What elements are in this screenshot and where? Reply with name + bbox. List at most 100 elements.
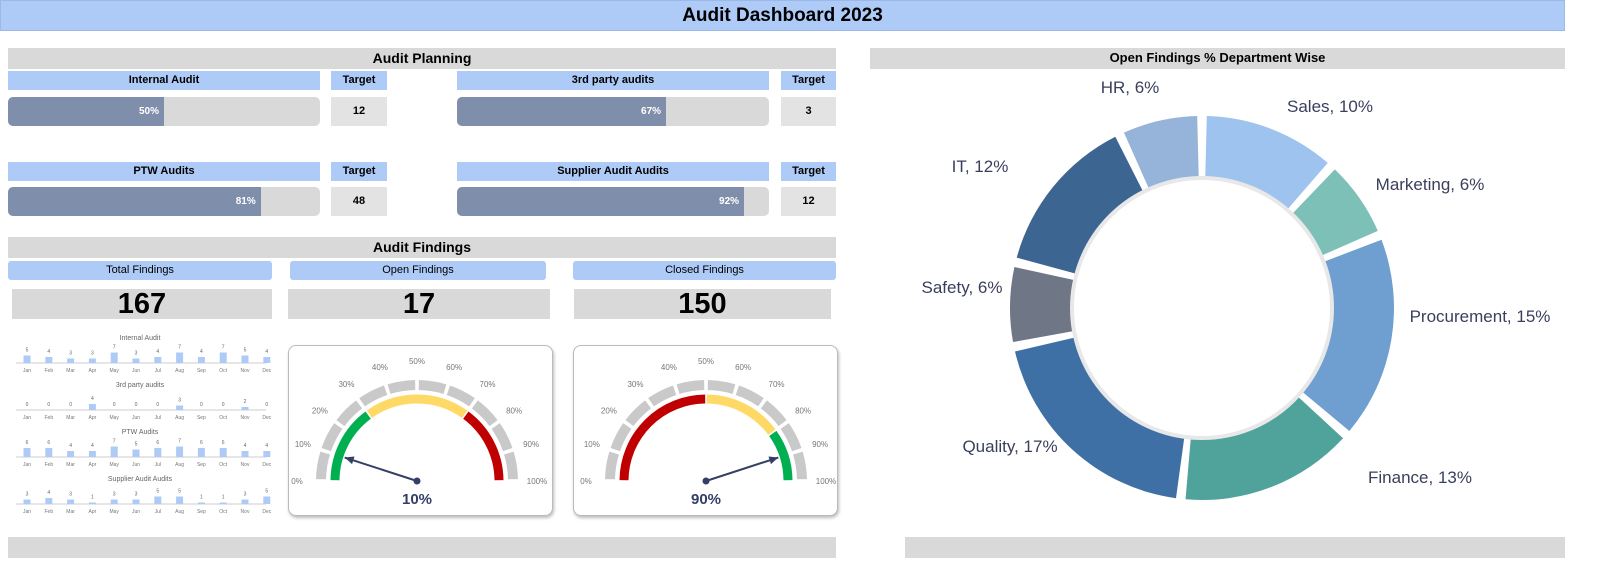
mini-bar-label: 0 (265, 402, 268, 408)
mini-bar-label: 1 (222, 495, 225, 501)
mini-bar-label: 4 (156, 349, 159, 355)
mini-chart-title: Supplier Audit Audits (108, 476, 173, 483)
mini-bar-label: 3 (178, 398, 181, 404)
gauge-band (769, 430, 793, 481)
mini-bar-label: 4 (265, 443, 268, 449)
mini-month-label: May (109, 415, 119, 421)
gauge-tick-label: 30% (338, 380, 354, 389)
gauge-band (706, 394, 776, 435)
mini-month-label: Nov (241, 368, 250, 374)
mini-month-label: Dec (262, 368, 271, 374)
mini-month-label: Jul (155, 509, 161, 515)
mini-bar-label: 4 (265, 349, 268, 355)
mini-month-label: Dec (262, 509, 271, 515)
mini-month-label: Sep (197, 462, 206, 468)
mini-month-label: May (109, 368, 119, 374)
mini-month-label: May (109, 462, 119, 468)
gauge-segment (504, 451, 518, 480)
mini-month-label: Apr (89, 368, 97, 374)
mini-month-label: Aug (175, 509, 184, 515)
gauge-pivot (413, 477, 421, 485)
mini-bar-label: 4 (47, 490, 50, 496)
gauge-tick-label: 60% (735, 363, 751, 372)
open-findings-value: 17 (288, 289, 550, 319)
mini-bar (67, 499, 75, 504)
mini-month-label: Mar (66, 509, 75, 515)
mini-month-label: Jun (132, 368, 140, 374)
donut-slice-label: IT, 12% (952, 157, 1009, 176)
progress-fill: 67% (457, 97, 667, 126)
closed-findings-value: 150 (574, 289, 831, 319)
gauge-band (619, 394, 706, 481)
mini-bar (219, 502, 227, 504)
gauge-segment (321, 423, 343, 452)
planning-label: 3rd party audits (457, 71, 769, 90)
total-findings-value: 167 (12, 289, 272, 319)
target-label: Target (781, 71, 836, 90)
mini-bar (154, 357, 162, 363)
mini-bar (88, 358, 96, 363)
progress-fill: 81% (8, 187, 261, 216)
mini-bar (67, 451, 75, 457)
gauges: 0% 10% 20% 30% 40% 50% 60% 70% 80% 90% 100% 10% 0% 10… (291, 357, 836, 508)
mini-bar (197, 448, 205, 457)
mini-bar-label: 5 (178, 489, 181, 495)
mini-month-label: Feb (44, 509, 53, 515)
mini-bar (23, 355, 31, 363)
footer-bar-left (8, 537, 836, 558)
mini-month-label: Jul (155, 368, 161, 374)
dashboard-title: Audit Dashboard 2023 (0, 0, 1565, 31)
mini-bar-label: 5 (135, 442, 138, 448)
mini-bar (132, 499, 140, 504)
mini-bar (88, 451, 96, 457)
mini-bar (110, 499, 118, 504)
progress-bar: 67% (457, 97, 769, 126)
gauge-band (366, 394, 468, 418)
gauge-tick-label: 40% (372, 363, 388, 372)
mini-bar-label: 5 (244, 348, 247, 354)
mini-bar (88, 404, 96, 410)
mini-bar-label: 5 (26, 348, 29, 354)
mini-bar-label: 3 (113, 492, 116, 498)
mini-bar (241, 355, 249, 363)
mini-chart-title: PTW Audits (122, 429, 159, 436)
mini-month-label: Apr (89, 462, 97, 468)
mini-month-label: Feb (44, 415, 53, 421)
target-value: 12 (781, 187, 836, 216)
closed-findings-label: Closed Findings (573, 261, 836, 280)
mini-bar-label: 6 (26, 440, 29, 446)
donut-slice-label: Finance, 13% (1368, 468, 1472, 487)
progress-fill: 50% (8, 97, 164, 126)
mini-month-label: Oct (219, 509, 227, 515)
mini-bar (154, 496, 162, 504)
mini-bar-label: 3 (91, 351, 94, 357)
target-value: 48 (331, 187, 387, 216)
donut-slice (1010, 266, 1075, 343)
mini-bar-label: 7 (113, 439, 116, 445)
gauge-segment (648, 385, 677, 407)
mini-month-label: Nov (241, 462, 250, 468)
mini-month-label: Dec (262, 415, 271, 421)
open-findings-label: Open Findings (290, 261, 546, 280)
gauge-tick-label: 10% (295, 440, 311, 449)
planning-label: Internal Audit (8, 71, 320, 90)
mini-bar-label: 0 (69, 402, 72, 408)
gauge-segment (793, 451, 807, 480)
mini-bar (23, 499, 31, 504)
mini-month-label: Feb (44, 368, 53, 374)
mini-month-label: Apr (89, 415, 97, 421)
gauge-segment (418, 380, 447, 394)
mini-bar-label: 0 (47, 402, 50, 408)
mini-bar-label: 3 (26, 492, 29, 498)
donut-slice (1123, 116, 1199, 190)
gauge-tick-label: 100% (816, 477, 836, 486)
mini-month-label: Jan (23, 462, 31, 468)
target-value: 12 (331, 97, 387, 126)
mini-month-label: Oct (219, 415, 227, 421)
mini-bar-label: 2 (244, 399, 247, 405)
gauge-tick-label: 80% (795, 406, 811, 415)
target-label: Target (331, 71, 387, 90)
gauge-tick-label: 70% (769, 380, 785, 389)
mini-bar (241, 407, 249, 410)
progress-bar: 50% (8, 97, 320, 126)
